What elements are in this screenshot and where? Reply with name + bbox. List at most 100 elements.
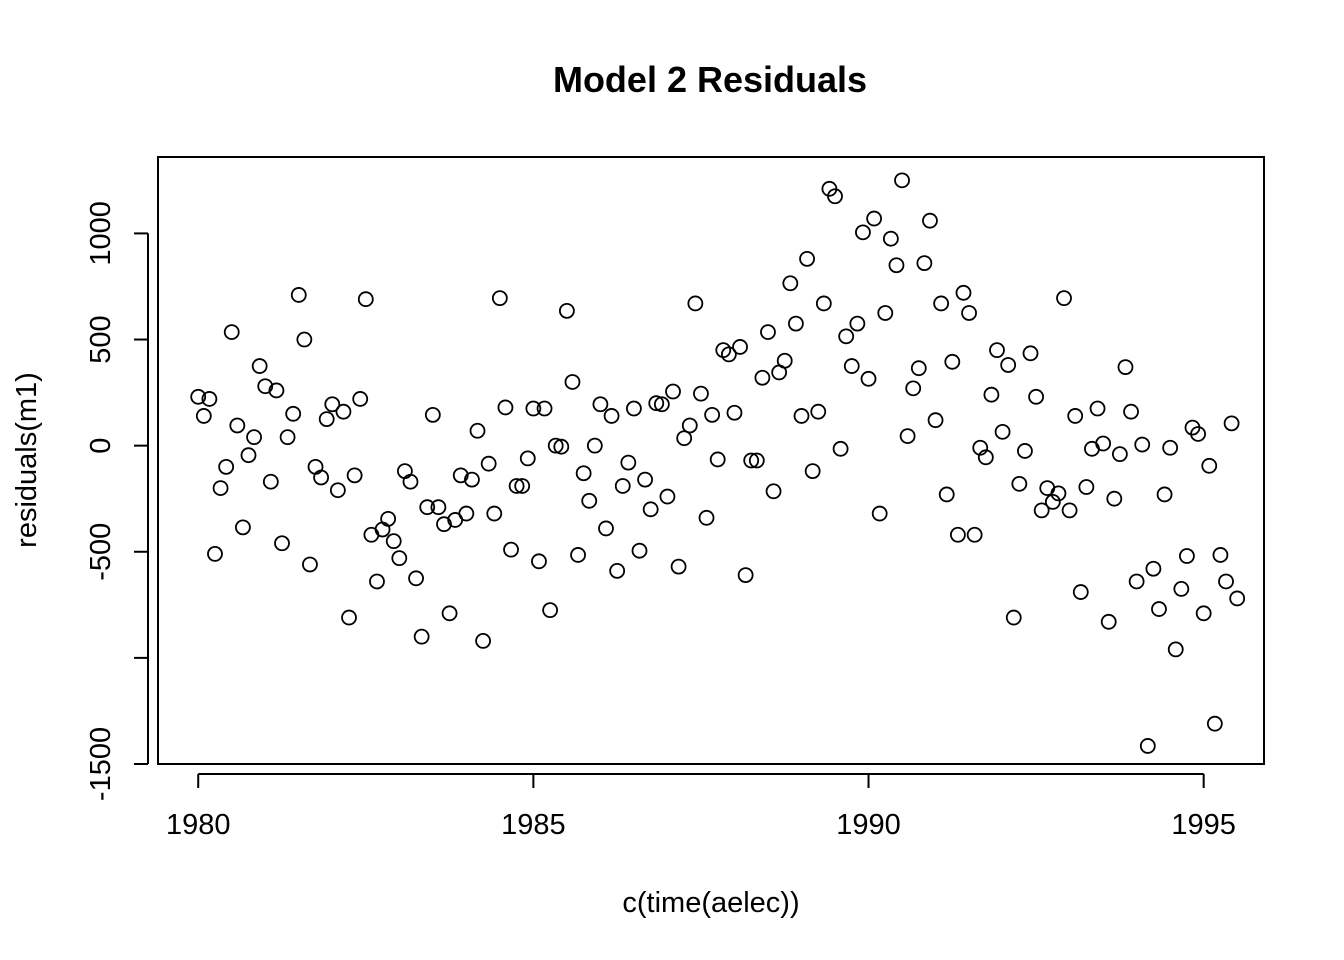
- data-point: [430, 499, 447, 516]
- data-point: [581, 492, 598, 509]
- y-tick-label: 0: [85, 438, 117, 454]
- data-point: [536, 400, 553, 417]
- data-point: [374, 521, 391, 538]
- data-point: [519, 450, 536, 467]
- data-point: [402, 473, 419, 490]
- data-point: [810, 403, 827, 420]
- data-point: [827, 188, 843, 205]
- data-point: [1022, 345, 1039, 362]
- data-point: [274, 535, 290, 552]
- data-point: [1100, 613, 1117, 630]
- data-point: [1229, 590, 1246, 607]
- data-point: [637, 471, 653, 488]
- data-point: [391, 550, 408, 567]
- data-point: [212, 480, 229, 496]
- data-point: [570, 547, 586, 563]
- x-tick-label: 1990: [836, 809, 901, 841]
- data-point: [737, 567, 754, 584]
- data-point: [1095, 435, 1112, 452]
- data-point: [357, 291, 374, 308]
- data-point: [1223, 415, 1240, 432]
- data-point: [497, 399, 514, 416]
- data-point: [743, 452, 760, 469]
- data-point: [1000, 357, 1017, 373]
- data-point: [302, 556, 318, 573]
- data-point: [1089, 400, 1106, 417]
- data-point: [307, 458, 324, 475]
- data-point: [720, 346, 737, 363]
- data-point: [866, 210, 883, 227]
- y-axis: -1500 -500 0 500 1000: [85, 201, 149, 801]
- data-point: [838, 328, 855, 345]
- data-point: [989, 342, 1005, 359]
- data-point: [832, 440, 849, 457]
- y-tick-label: 1000: [85, 201, 117, 266]
- data-point: [464, 471, 480, 488]
- y-axis-label: residuals(m1): [11, 372, 43, 548]
- data-point: [871, 505, 888, 522]
- data-point: [849, 315, 866, 332]
- data-point: [944, 353, 961, 370]
- data-point: [665, 383, 681, 400]
- data-point: [966, 526, 983, 543]
- data-point: [977, 449, 994, 466]
- data-point: [815, 295, 832, 312]
- data-point: [1156, 486, 1173, 503]
- data-point: [1139, 738, 1156, 754]
- data-point: [799, 250, 815, 267]
- data-point: [670, 558, 687, 575]
- data-point: [1128, 573, 1145, 590]
- x-tick-label: 1995: [1171, 809, 1236, 841]
- data-point: [704, 406, 721, 423]
- data-point: [279, 429, 296, 446]
- data-point: [916, 255, 933, 272]
- data-point: [1162, 439, 1179, 456]
- chart-title: Model 2 Residuals: [553, 59, 867, 100]
- data-point: [726, 404, 743, 421]
- data-point: [1011, 475, 1028, 492]
- data-point: [938, 486, 955, 503]
- data-point: [1195, 605, 1212, 622]
- data-point: [681, 417, 698, 434]
- data-point: [514, 478, 531, 494]
- data-point: [1078, 479, 1095, 495]
- data-point: [933, 295, 950, 312]
- data-point: [1134, 436, 1151, 453]
- data-point: [626, 400, 642, 417]
- data-point: [1050, 485, 1067, 502]
- data-point: [782, 275, 799, 292]
- data-point: [268, 382, 285, 399]
- data-point: [709, 451, 726, 468]
- data-point: [1117, 359, 1134, 376]
- data-point: [486, 505, 503, 522]
- data-point: [229, 417, 246, 434]
- data-point: [542, 602, 559, 619]
- data-point: [240, 447, 257, 464]
- data-point: [776, 352, 793, 369]
- data-point: [961, 305, 977, 321]
- data-point: [949, 526, 966, 543]
- data-point: [910, 360, 927, 377]
- data-point: [620, 454, 637, 471]
- data-point: [190, 388, 207, 405]
- y-tick-label: -1500: [85, 727, 117, 801]
- data-point: [218, 458, 235, 475]
- data-point: [1179, 548, 1195, 564]
- data-point: [631, 542, 648, 559]
- data-point: [860, 370, 877, 387]
- data-point: [653, 396, 670, 413]
- data-point: [648, 395, 665, 412]
- data-point: [223, 324, 240, 340]
- data-point: [1151, 601, 1167, 617]
- data-point: [1190, 426, 1206, 442]
- plot-frame: [157, 156, 1265, 765]
- data-point: [369, 573, 385, 590]
- data-point: [195, 408, 212, 424]
- data-point: [1033, 502, 1050, 519]
- data-point: [408, 570, 424, 587]
- data-point: [1067, 408, 1084, 424]
- data-point: [413, 628, 430, 645]
- data-point: [905, 380, 922, 397]
- data-point: [1044, 493, 1061, 510]
- data-point: [207, 545, 223, 562]
